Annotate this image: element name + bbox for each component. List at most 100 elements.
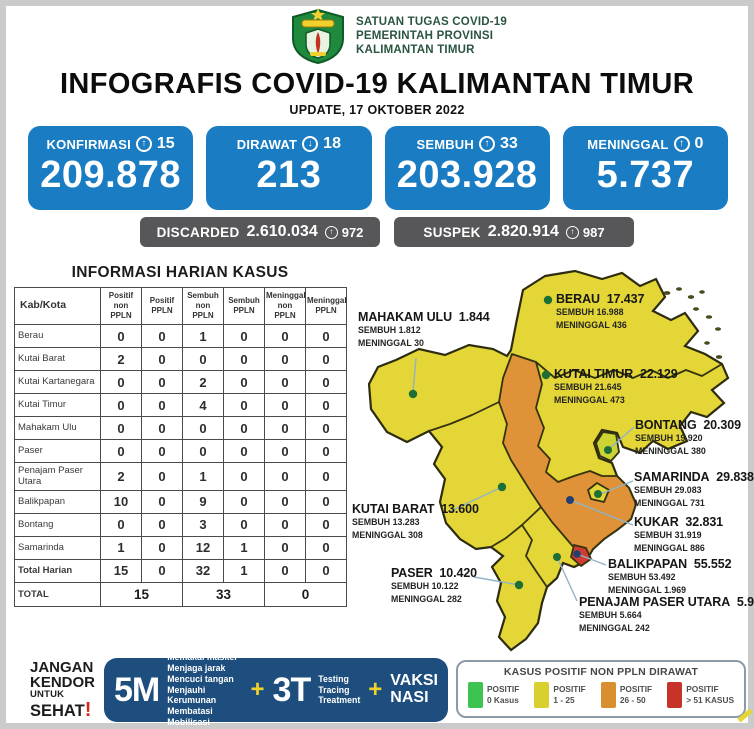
row-region-name: Kutai Kartanegara: [14, 370, 101, 394]
row-region-name: Penajam Paser Utara: [14, 462, 101, 491]
stat-card-meninggal: MENINGGAL ↑ 0 5.737: [562, 126, 728, 210]
legend-swatch-0: [468, 682, 483, 708]
cell-meninggal-ppln: 0: [305, 324, 347, 348]
cell-meninggal-ppln: 0: [305, 512, 347, 537]
cell-positif-ppln: 0: [141, 347, 183, 371]
cell-sembuh-ppln: 0: [223, 512, 265, 537]
row-region-name: Samarinda: [14, 535, 101, 560]
total-meninggal: 0: [264, 581, 347, 607]
cell-positif-non-ppln: 2: [100, 347, 142, 371]
kaltim-map: MAHAKAM ULU 1.844 SEMBUH 1.812 MENINGGAL…: [350, 266, 754, 666]
cell-positif-ppln: 0: [141, 416, 183, 440]
leader-kubar: [450, 486, 503, 512]
stat-card-sembuh: SEMBUH ↑ 33 203.928: [384, 126, 550, 210]
total-label: TOTAL: [14, 581, 101, 607]
arrow-up-icon: ↑: [565, 225, 579, 239]
table-title: INFORMASI HARIAN KASUS: [71, 264, 289, 281]
boundary-ppu-paser: [521, 524, 548, 588]
island: [687, 295, 695, 299]
discarded-bar: DISCARDED 2.610.034 ↑ 972: [140, 217, 380, 247]
map-legend: KASUS POSITIF NON PPLN DIRAWAT POSITIF 0 …: [456, 660, 746, 718]
cell-meninggal-non-ppln: 0: [264, 462, 306, 491]
table-row: Paser 0 0 0 0 0 0: [14, 439, 347, 463]
table-row: Bontang 0 0 3 0 0 0: [14, 512, 347, 537]
cell-sembuh-ppln: 0: [223, 489, 265, 514]
table-header-row: Kab/Kota Positif non PPLN Positif PPLN S…: [14, 287, 347, 325]
cell-sembuh-ppln: 0: [223, 347, 265, 371]
table-row: Total Harian 15 0 32 1 0 0: [14, 558, 347, 583]
cell-meninggal-non-ppln: 0: [264, 535, 306, 560]
discarded-label: DISCARDED: [156, 224, 240, 240]
dot-paser: [514, 580, 524, 590]
row-region-name: Total Harian: [14, 558, 101, 583]
cell-meninggal-non-ppln: 0: [264, 370, 306, 394]
cell-positif-non-ppln: 0: [100, 393, 142, 417]
org-line-2: PEMERINTAH PROVINSI: [356, 30, 494, 42]
stat-label: MENINGGAL: [587, 136, 669, 152]
cell-meninggal-non-ppln: 0: [264, 489, 306, 514]
legend-item-0-kasus: POSITIF 0 Kasus: [468, 682, 519, 708]
cell-meninggal-non-ppln: 0: [264, 439, 306, 463]
island: [705, 315, 713, 319]
stat-label: DIRAWAT: [236, 136, 298, 152]
stat-delta: 33: [500, 135, 518, 152]
boundary-kubar-south: [490, 506, 542, 548]
cell-sembuh-ppln: 0: [223, 324, 265, 348]
legend-item-26-50: POSITIF 26 - 50: [600, 682, 652, 708]
cell-meninggal-ppln: 0: [305, 535, 347, 560]
cell-positif-non-ppln: 0: [100, 370, 142, 394]
cell-meninggal-non-ppln: 0: [264, 558, 306, 583]
leader-samarinda: [597, 480, 634, 496]
cell-positif-ppln: 0: [141, 462, 183, 491]
boundary-berau-kutim: [535, 361, 723, 379]
slogan-line-1: JANGAN: [30, 659, 94, 676]
slogan-line-4: SEHAT!: [30, 698, 92, 721]
cell-sembuh-ppln: 1: [223, 558, 265, 583]
row-region-name: Mahakam Ulu: [14, 416, 101, 440]
stat-delta: 18: [323, 135, 341, 152]
leader-mahakam: [412, 357, 417, 393]
arrow-up-icon: ↑: [135, 136, 152, 152]
cell-positif-non-ppln: 0: [100, 439, 142, 463]
island: [676, 287, 682, 291]
cell-positif-ppln: 0: [141, 324, 183, 348]
dot-berau: [543, 295, 553, 305]
daily-cases-table: Kab/Kota Positif non PPLN Positif PPLN S…: [14, 287, 347, 607]
cell-positif-non-ppln: 2: [100, 462, 142, 491]
row-region-name: Paser: [14, 439, 101, 463]
cell-positif-non-ppln: 0: [100, 416, 142, 440]
cell-meninggal-ppln: 0: [305, 370, 347, 394]
cell-sembuh-non-ppln: 0: [182, 439, 224, 463]
arrow-up-icon: ↑: [479, 136, 495, 152]
banner-5m-items: Memakai masker Menjaga jarak Mencuci tan…: [167, 652, 238, 727]
legend-item-1-25: POSITIF 1 - 25: [534, 682, 586, 708]
leader-bontang: [607, 426, 635, 451]
suspek-label: SUSPEK: [423, 224, 481, 240]
plus-sign: +: [250, 676, 265, 703]
island: [699, 290, 705, 294]
col-header-sembuh-non-ppln: Sembuh non PPLN: [182, 287, 224, 325]
cell-positif-ppln: 0: [141, 393, 183, 417]
cell-sembuh-non-ppln: 9: [182, 489, 224, 514]
dot-mahakam: [408, 389, 418, 399]
slogan-line-2: KENDOR: [30, 674, 96, 691]
island: [693, 307, 699, 311]
exclamation-mark: !: [84, 698, 92, 721]
cell-meninggal-ppln: 0: [305, 416, 347, 440]
table-row: Kutai Timur 0 0 4 0 0 0: [14, 393, 347, 417]
map-label-paser: PASER 10.420 SEMBUH 10.122 MENINGGAL 282: [391, 566, 478, 605]
map-label-kutai-barat: KUTAI BARAT 13.600 SEMBUH 13.283 MENINGG…: [352, 502, 479, 541]
col-header-kabkota: Kab/Kota: [14, 287, 101, 325]
island: [704, 341, 710, 345]
cell-positif-ppln: 0: [141, 512, 183, 537]
cell-meninggal-non-ppln: 0: [264, 324, 306, 348]
cell-sembuh-non-ppln: 12: [182, 535, 224, 560]
cell-sembuh-non-ppln: 0: [182, 416, 224, 440]
cell-positif-ppln: 0: [141, 439, 183, 463]
kaltim-map-svg: [367, 269, 730, 652]
cell-sembuh-ppln: 0: [223, 416, 265, 440]
cell-positif-non-ppln: 1: [100, 535, 142, 560]
banner-5m: 5M: [114, 670, 160, 709]
cell-sembuh-non-ppln: 2: [182, 370, 224, 394]
dot-balikpapan: [573, 550, 581, 558]
